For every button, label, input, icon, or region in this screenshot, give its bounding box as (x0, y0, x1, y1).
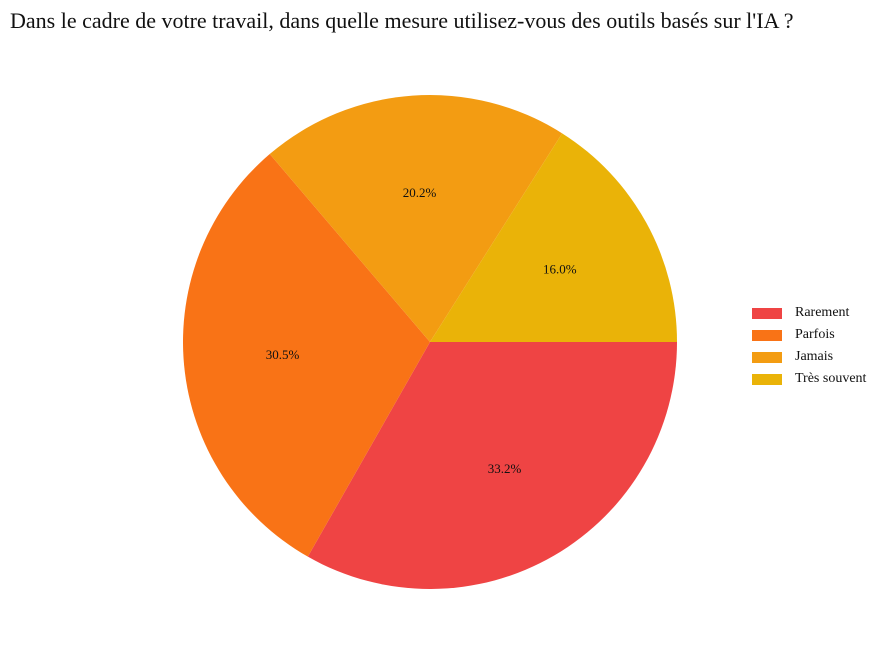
legend-label: Jamais (795, 349, 834, 364)
pie-slice-jamais (269, 95, 563, 343)
legend-swatch (752, 329, 782, 341)
legend-swatch (752, 351, 782, 363)
legend-item: Jamais (752, 346, 866, 368)
pie-slice-rarement (307, 342, 677, 589)
legend-label: Rarement (795, 305, 850, 320)
slice-percent-label: 16.0% (543, 261, 577, 276)
legend-item: Rarement (752, 302, 866, 324)
legend-item: Parfois (752, 324, 866, 346)
slice-percent-label: 20.2% (403, 185, 437, 200)
slice-percent-label: 33.2% (488, 461, 522, 476)
legend-swatch (752, 373, 782, 385)
chart-title: Dans le cadre de votre travail, dans que… (10, 8, 794, 33)
slice-percent-label: 30.5% (266, 347, 300, 362)
pie-slice-parfois (183, 154, 430, 557)
legend-item: Très souvent (752, 368, 866, 390)
chart-legend: Rarement Parfois Jamais Très souvent (752, 302, 866, 390)
legend-label: Parfois (795, 327, 835, 342)
pie-slice-tr-s-souvent (430, 133, 677, 342)
legend-label: Très souvent (795, 371, 867, 386)
legend-swatch (752, 307, 782, 319)
